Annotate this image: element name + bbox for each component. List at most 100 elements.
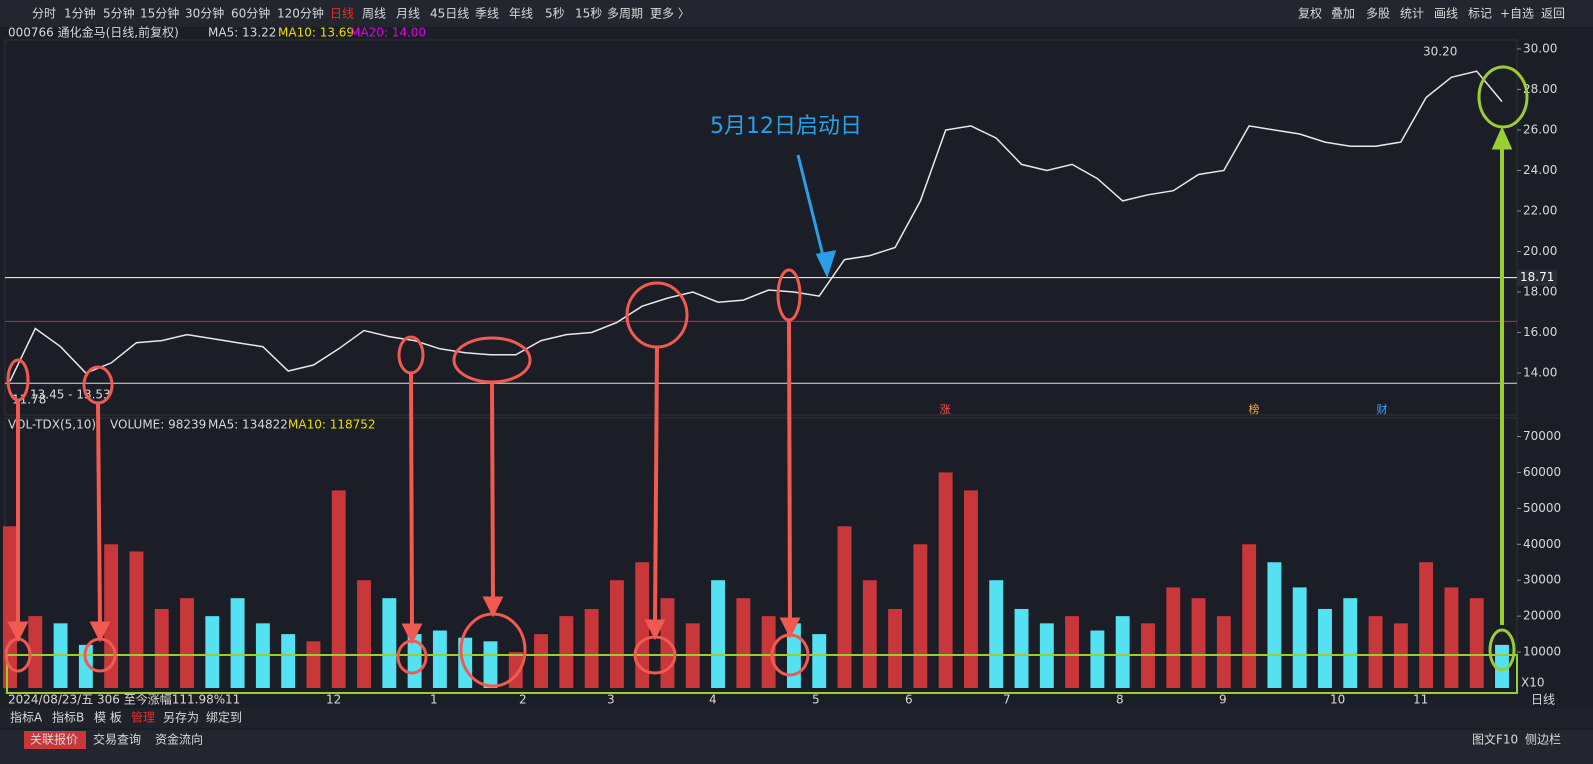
y-tick-label: 22.00	[1523, 203, 1557, 217]
x-tick-label: 1	[430, 693, 438, 707]
ma10: MA10: 13.69	[278, 26, 354, 40]
y-tick-label: 28.00	[1523, 82, 1557, 96]
x-tick-label: 3	[607, 693, 615, 707]
volume-bar	[1469, 598, 1484, 688]
toolbar-item[interactable]: +自选	[1500, 7, 1534, 21]
toolbar-item[interactable]: 多周期	[607, 7, 643, 21]
vol-scale: X10	[1521, 676, 1545, 690]
volume-bar	[432, 630, 447, 688]
green-frame	[6, 654, 1518, 694]
tab[interactable]: 管理	[131, 710, 155, 725]
red-arrowhead	[401, 623, 423, 645]
footer-active	[24, 731, 86, 749]
toolbar-item[interactable]: 日线	[330, 7, 354, 21]
toolbar-item[interactable]: 30分钟	[185, 6, 224, 21]
low-label: 11.78	[12, 393, 46, 407]
toolbar-item[interactable]: 60分钟	[231, 6, 270, 21]
period: 日线	[1531, 693, 1555, 707]
annotations	[4, 65, 1529, 694]
tab[interactable]: 另存为	[163, 711, 199, 725]
red-arrowhead	[7, 621, 29, 643]
toolbar-item[interactable]: 多股	[1366, 7, 1390, 21]
toolbar-item[interactable]: 复权	[1298, 7, 1322, 21]
y-tick-label: 40000	[1523, 537, 1561, 551]
volume-bar	[1343, 598, 1358, 688]
toolbar-item[interactable]: 周线	[362, 7, 386, 21]
vol-header: VOL-TDX(5,10)	[8, 418, 96, 432]
red-arrow	[490, 381, 495, 603]
toolbar-item[interactable]: 季线	[475, 7, 499, 21]
volume-bar	[559, 616, 574, 688]
y-tick-label: 18.00	[1523, 285, 1557, 299]
volume-bar	[483, 641, 498, 688]
y-tick-label: 20.00	[1523, 244, 1557, 258]
volume-bar	[963, 490, 978, 688]
toolbar-item[interactable]: 年线	[509, 7, 533, 21]
blue-arrow	[796, 154, 828, 269]
level-label: 18.71	[1520, 270, 1554, 284]
toolbar-item[interactable]: 更多 〉	[650, 7, 690, 21]
y-tick-label: 30.00	[1523, 41, 1557, 55]
tab[interactable]: 模 板	[94, 711, 122, 725]
y-tick-label: 20000	[1523, 609, 1561, 623]
footer-item[interactable]: 交易查询	[93, 732, 141, 747]
high-label: 30.20	[1423, 45, 1457, 59]
event-marker: 财	[1377, 402, 1388, 416]
volume-bar	[660, 598, 675, 688]
volume-bar	[1242, 544, 1257, 688]
volume-bar	[180, 598, 194, 688]
toolbar-item[interactable]: 叠加	[1331, 7, 1355, 21]
volume-bar	[609, 580, 624, 688]
green-ellipse	[1488, 628, 1516, 672]
volume-bar	[635, 562, 650, 688]
toolbar-item[interactable]: 120分钟	[277, 6, 324, 21]
volume-bar	[862, 580, 877, 688]
toolbar-item[interactable]: 标记	[1468, 7, 1492, 21]
stock-name: 000766 通化金马(日线,前复权)	[8, 25, 179, 40]
volume-bar	[1191, 598, 1206, 688]
footer-item[interactable]: 图文F10	[1472, 732, 1518, 747]
toolbar-item[interactable]: 15秒	[575, 7, 602, 21]
tab[interactable]: 指标B	[52, 710, 84, 725]
toolbar-item[interactable]: 5分钟	[103, 6, 135, 21]
event-marker: 榜	[1249, 402, 1260, 416]
volume-bar	[1444, 587, 1459, 688]
y-tick-label: 30000	[1523, 573, 1561, 587]
red-arrow	[409, 372, 414, 630]
green-arrowhead	[1491, 126, 1513, 150]
volume-bar	[230, 598, 245, 688]
ma5: MA5: 13.22	[208, 26, 276, 40]
y-tick-label: 70000	[1523, 429, 1561, 443]
toolbar-item[interactable]: 1分钟	[64, 6, 96, 21]
toolbar-item[interactable]: 5秒	[545, 7, 565, 21]
toolbar-item[interactable]: 15分钟	[140, 6, 179, 21]
status: 2024/08/23/五 306 至今涨幅111.98%	[8, 692, 225, 707]
toolbar-item[interactable]: 45日线	[430, 7, 469, 21]
red-arrow	[653, 346, 659, 626]
toolbar-item[interactable]: 画线	[1434, 7, 1458, 21]
volume-bar	[1368, 616, 1383, 688]
volume-bar	[1090, 630, 1105, 688]
toolbar-item[interactable]: 分时	[32, 7, 56, 21]
x-tick-label: 2	[519, 693, 527, 707]
footer	[0, 730, 1593, 764]
footer-item[interactable]: 关联报价	[30, 732, 78, 747]
toolbar-item[interactable]: 统计	[1400, 7, 1424, 21]
red-arrowhead	[482, 596, 504, 618]
volume-bar	[382, 598, 397, 688]
red-arrow	[787, 319, 792, 624]
tab[interactable]: 绑定到	[206, 710, 242, 725]
y-tick-label: 26.00	[1523, 122, 1557, 136]
volume-bar	[1292, 587, 1307, 688]
y-tick-label: 50000	[1523, 501, 1561, 515]
toolbar-item[interactable]: 返回	[1541, 7, 1565, 21]
tab[interactable]: 指标A	[10, 710, 43, 725]
footer-item[interactable]: 侧边栏	[1525, 732, 1561, 747]
volume-bar	[3, 526, 17, 688]
volume-bar	[837, 526, 852, 688]
footer-item[interactable]: 资金流向	[155, 732, 203, 747]
x-tick-label: 4	[709, 693, 717, 707]
volume-bar	[154, 608, 169, 688]
toolbar-item[interactable]: 月线	[396, 7, 420, 21]
volume-bar	[938, 472, 953, 688]
